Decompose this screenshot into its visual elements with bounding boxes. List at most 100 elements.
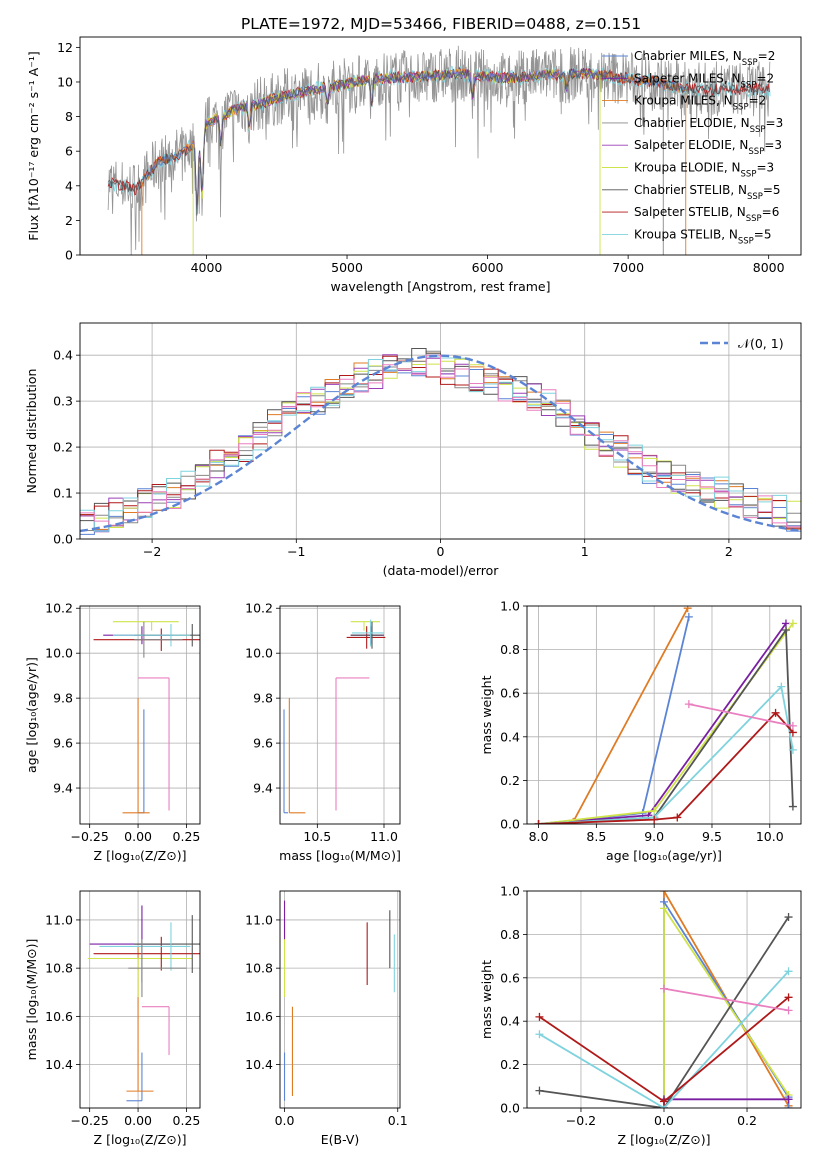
weight-series (538, 622, 787, 824)
y-tick-label: 10 (57, 74, 73, 89)
y-tick-label: 0.4 (500, 729, 520, 744)
legend-label: 𝒩(0, 1) (738, 336, 784, 351)
plot-area (93, 621, 200, 814)
y-tick-label: 11.0 (245, 912, 273, 927)
panel-mass_vs_ebv: 0.0 0.1 10.4 10.6 10.8 11.0 E(B-V) (245, 890, 408, 1147)
weight-marker (784, 1006, 793, 1015)
y-axis-label: mass weight (479, 675, 494, 754)
x-tick-label: 0.00 (124, 1113, 152, 1128)
y-axis-label: age [log₁₀(age/yr)] (24, 657, 39, 773)
x-tick-label: 0.2 (737, 1113, 757, 1128)
x-axis-label: Z [log₁₀(Z/Z⊙)] (618, 1132, 711, 1147)
weight-marker (673, 813, 682, 822)
weight-marker (777, 682, 786, 691)
weight-marker (788, 619, 797, 628)
histogram-series (80, 354, 801, 528)
plot-area (80, 348, 801, 535)
x-tick-label: 9.0 (644, 829, 664, 844)
x-axis-label: wavelength [Angstrom, rest frame] (330, 279, 550, 294)
legend-label: Kroupa STELIB, NSSP=5 (634, 227, 772, 246)
weight-marker (784, 1095, 793, 1104)
plot-area (283, 900, 395, 1101)
normal-curve (80, 354, 801, 533)
axes-frame (79, 890, 201, 1109)
x-tick-label: 10.5 (303, 829, 331, 844)
panel-weight_vs_age: 8.0 8.5 9.0 9.5 10.0 0.0 0.2 0.4 0.6 0.8 1.0 age [l… (479, 599, 802, 863)
weight-series (688, 703, 794, 727)
x-tick-label: 0.25 (173, 829, 201, 844)
y-axis-label: mass [log₁₀(M/M⊙)] (24, 939, 39, 1061)
y-tick-label: 9.6 (253, 736, 273, 751)
x-tick-label: 10.0 (756, 829, 784, 844)
x-tick-label: 1 (581, 544, 589, 559)
weight-marker (784, 1104, 793, 1108)
x-tick-label: 0.1 (388, 1113, 408, 1128)
axes-frame (79, 36, 802, 256)
weight-series (538, 684, 794, 824)
y-tick-label: 0.4 (53, 348, 73, 363)
legend-label: Salpeter STELIB, NSSP=6 (634, 205, 779, 224)
y-tick-label: 10.8 (45, 961, 73, 976)
x-axis-label: E(B-V) (321, 1132, 360, 1147)
histogram-series (80, 355, 801, 529)
weight-marker (535, 1012, 544, 1021)
y-tick-label: 0.0 (500, 1101, 520, 1116)
plot-area (535, 891, 793, 1108)
y-tick-label: 9.6 (53, 736, 73, 751)
legend-label: Chabrier STELIB, NSSP=5 (634, 183, 781, 202)
x-axis-label: Z [log₁₀(Z/Z⊙)] (94, 1132, 187, 1147)
weight-marker (784, 967, 793, 976)
y-tick-label: 0.6 (500, 970, 520, 985)
y-tick-label: 0.2 (500, 1057, 520, 1072)
weight-marker (683, 606, 692, 613)
weight-marker (650, 815, 659, 824)
y-tick-label: 10.6 (245, 1009, 273, 1024)
y-axis-label: Flux [fλ10⁻¹⁷ erg cm⁻² s⁻¹ A⁻¹] (26, 51, 41, 240)
y-tick-label: 11.0 (45, 912, 73, 927)
x-tick-label: 5000 (331, 260, 363, 275)
y-tick-label: 10.6 (45, 1009, 73, 1024)
axes-frame (279, 605, 401, 825)
y-tick-label: 0.2 (500, 773, 520, 788)
y-tick-label: 0.4 (500, 1014, 520, 1029)
legend-label: Chabrier ELODIE, NSSP=3 (634, 116, 783, 135)
x-tick-label: −0.25 (71, 1113, 109, 1128)
legend-label: Salpeter ELODIE, NSSP=3 (634, 138, 782, 157)
weight-marker (684, 700, 693, 709)
y-tick-label: 0.8 (500, 642, 520, 657)
legend-label: Kroupa MILES, NSSP=2 (634, 94, 766, 113)
weight-marker (788, 721, 797, 730)
x-axis-label: (data-model)/error (383, 563, 500, 578)
panel-spectrum: 4000 5000 6000 7000 8000 0 2 4 6 8 10 12 wavelength … (26, 36, 802, 294)
legend-label: Chabrier MILES, NSSP=2 (634, 49, 775, 68)
weight-series (538, 622, 794, 824)
spectrum-series (107, 45, 771, 255)
axes-frame (79, 322, 802, 540)
y-tick-label: 0.6 (500, 686, 520, 701)
x-axis-label: mass [log₁₀(M/M⊙)] (279, 848, 401, 863)
x-tick-label: 8000 (753, 260, 785, 275)
panel-residual_hist: −2 −1 0 1 2 0.0 0.1 0.2 0.3 0.4 (data-model)/error… (24, 322, 802, 578)
legend-label: Salpeter MILES, NSSP=2 (634, 71, 774, 90)
panel-mass_vs_Z: −0.25 0.00 0.25 10.4 10.6 10.8 11.0 Z [log₁₀(Z/… (24, 890, 201, 1147)
spectrum-series (192, 68, 600, 212)
spectrum-series (107, 68, 770, 216)
plot-area (87, 905, 200, 1102)
axes-frame (526, 890, 802, 1109)
y-tick-label: 9.4 (53, 781, 73, 796)
x-tick-label: −0.25 (71, 829, 109, 844)
y-tick-label: 2 (65, 213, 73, 228)
weight-marker (784, 993, 793, 1002)
weight-series (663, 1098, 789, 1108)
weight-marker (788, 745, 797, 754)
legend-label: Kroupa ELODIE, NSSP=3 (634, 161, 774, 180)
x-tick-label: 9.5 (702, 829, 722, 844)
x-tick-label: 0.0 (275, 1113, 295, 1128)
y-tick-label: 4 (65, 178, 73, 193)
weight-marker (660, 984, 668, 993)
x-tick-label: 2 (725, 544, 733, 559)
x-tick-label: 6000 (472, 260, 504, 275)
weight-marker (534, 820, 543, 824)
weight-marker (684, 612, 693, 621)
y-tick-label: 10.4 (245, 1057, 273, 1072)
